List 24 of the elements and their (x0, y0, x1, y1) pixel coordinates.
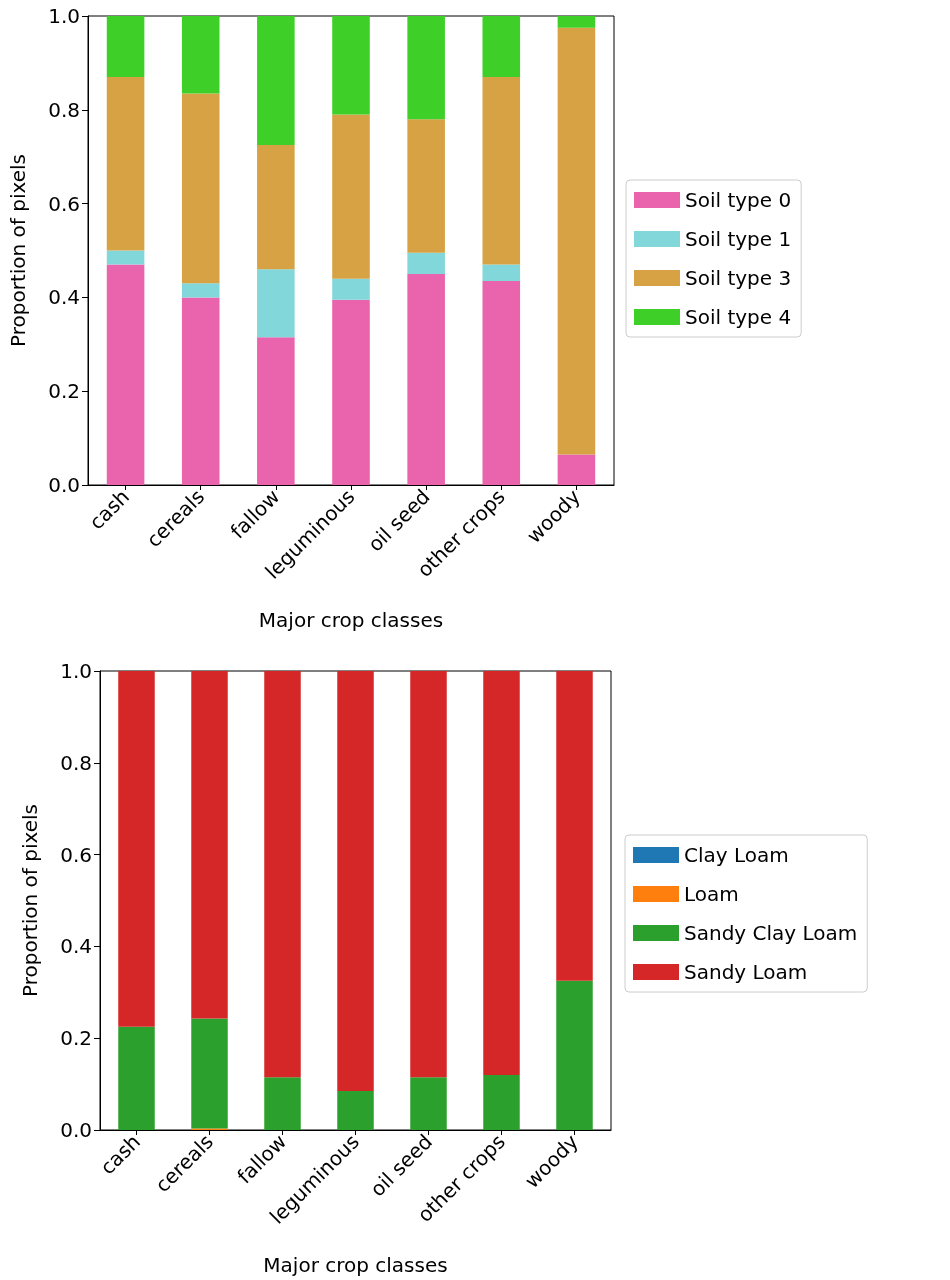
y-axis-title: Proportion of pixels (6, 154, 30, 347)
y-tick-label: 1.0 (60, 659, 92, 683)
y-tick-label: 1.0 (48, 4, 80, 28)
legend-label: Sandy Loam (684, 960, 808, 984)
y-tick-label: 0.6 (48, 191, 80, 216)
y-tick-label: 0.4 (48, 285, 80, 310)
y-axis-title: Proportion of pixels (18, 804, 42, 997)
legend-label: Soil type 4 (685, 305, 792, 329)
y-tick-label: 0.6 (60, 842, 92, 867)
y-tick-label: 0.0 (60, 1118, 92, 1142)
legend-label: Loam (684, 882, 739, 906)
y-tick-label: 0.2 (48, 379, 80, 404)
y-tick-label: 0.4 (60, 934, 92, 959)
legend-label: Clay Loam (684, 843, 789, 867)
y-tick-label: 0.2 (60, 1026, 92, 1051)
y-tick-label: 0.0 (48, 473, 80, 497)
legend-label: Soil type 3 (685, 266, 792, 290)
x-axis-title: Major crop classes (263, 1253, 448, 1277)
y-tick-label: 0.8 (48, 97, 80, 122)
legend-label: Soil type 0 (685, 188, 792, 212)
legend-label: Sandy Clay Loam (684, 921, 858, 945)
x-axis-title: Major crop classes (258, 608, 444, 632)
legend-label: Soil type 1 (685, 227, 792, 251)
y-tick-label: 0.8 (60, 750, 92, 775)
